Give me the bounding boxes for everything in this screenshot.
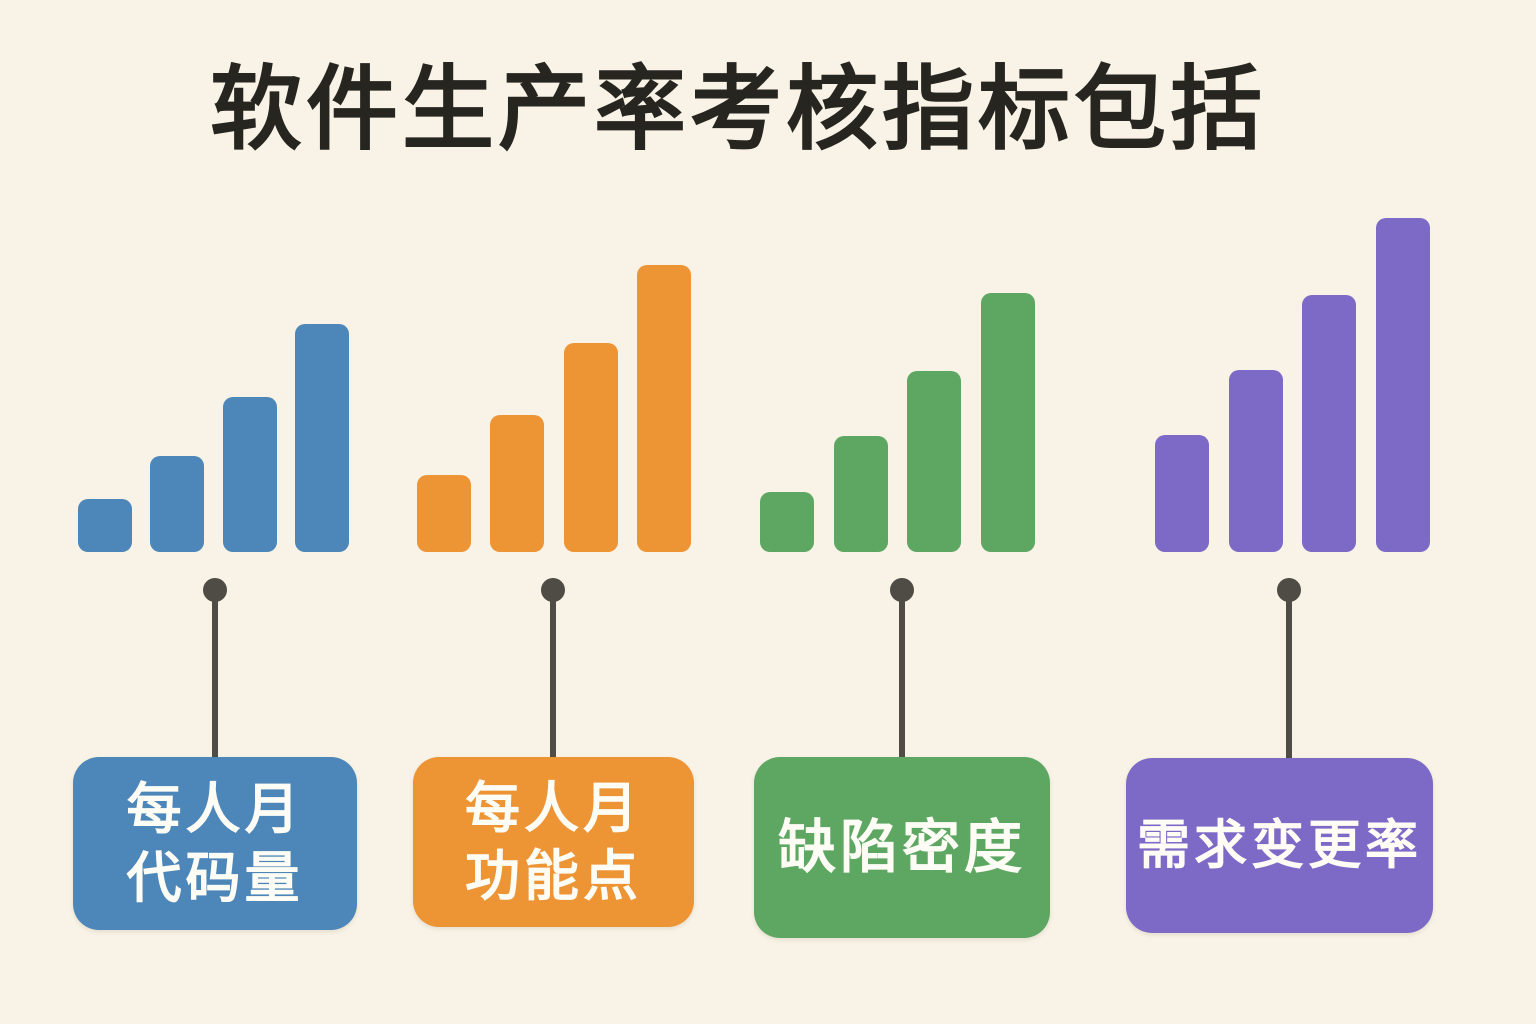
indicator-label-line: 每人月	[126, 778, 304, 841]
indicator-label-line: 每人月	[464, 776, 642, 839]
bar	[417, 475, 471, 552]
indicator-label-card: 需求变更率	[1126, 758, 1433, 933]
bar	[78, 499, 132, 552]
indicator-label-line: 代码量	[126, 846, 304, 909]
bar-chart-defect-density	[760, 0, 1035, 552]
bar-chart-code-volume	[78, 0, 349, 552]
connector-line	[890, 578, 914, 762]
connector-line	[1277, 578, 1301, 762]
bar	[760, 492, 814, 552]
connector-dot-icon	[890, 578, 914, 602]
bar-chart-requirement-change	[1155, 0, 1430, 552]
bar	[490, 415, 545, 552]
bar	[150, 456, 205, 552]
indicator-label-card: 每人月 代码量	[73, 757, 357, 930]
connector-dot-icon	[203, 578, 227, 602]
bar	[294, 324, 349, 552]
indicator-label-card: 缺陷密度	[754, 757, 1050, 938]
bar	[1155, 435, 1209, 552]
bar	[980, 293, 1035, 552]
bar	[1228, 370, 1283, 552]
indicator-label-line: 功能点	[464, 845, 642, 907]
connector-line	[203, 578, 227, 762]
bar	[833, 436, 888, 552]
bar-chart-function-points	[417, 0, 691, 552]
bar	[1302, 295, 1357, 552]
bar	[222, 397, 277, 552]
connector-line	[541, 578, 565, 762]
bar	[907, 371, 962, 552]
page-title: 软件生产率考核指标包括	[209, 59, 1266, 161]
indicator-label-card: 每人月 功能点	[413, 757, 694, 927]
bar	[563, 343, 618, 552]
connector-dot-icon	[1277, 578, 1301, 602]
indicator-label-line: 缺陷密度	[777, 814, 1026, 880]
bar	[1375, 218, 1430, 552]
bar	[636, 265, 691, 552]
indicator-label-line: 需求变更率	[1137, 815, 1422, 875]
connector-dot-icon	[541, 578, 565, 602]
